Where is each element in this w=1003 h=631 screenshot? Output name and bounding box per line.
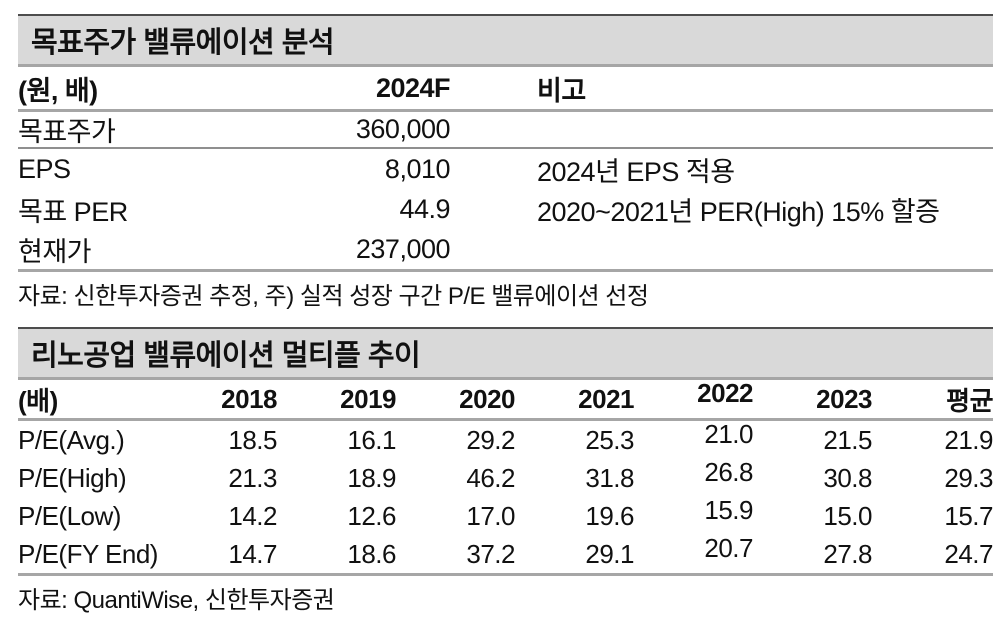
table2-header-unit: (배) <box>18 385 58 416</box>
cell-value: 27.8 <box>823 538 872 569</box>
cell-value: 21.5 <box>823 424 872 455</box>
cell-value: 237,000 <box>355 233 451 264</box>
source-text: 자료: 신한투자증권 추정, 주) 실적 성장 구간 P/E 밸류에이션 선정 <box>18 282 649 310</box>
row-note: 2020~2021년 PER(High) 15% 할증 <box>537 196 940 227</box>
table1-source-note: 자료: 신한투자증권 추정, 주) 실적 성장 구간 P/E 밸류에이션 선정 <box>18 278 993 310</box>
cell-value: 31.8 <box>585 462 634 493</box>
divider <box>18 64 993 67</box>
table-row: 목표주가 360,000 <box>18 112 993 149</box>
table2-header-average: 평균 <box>946 385 993 416</box>
source-text: 자료: QuantiWise, 신한투자증권 <box>18 586 335 614</box>
table2-header-year: 2018 <box>221 383 277 414</box>
cell-value: 12.6 <box>347 500 396 531</box>
cell-value: 30.8 <box>823 462 872 493</box>
table2-header-year: 2023 <box>816 383 872 414</box>
cell-value: 360,000 <box>355 114 451 144</box>
cell-value: 15.0 <box>823 500 872 531</box>
table-row: P/E(Low) 14.2 12.6 17.0 19.6 15.9 15.0 1… <box>18 494 994 535</box>
cell-value: 20.7 <box>704 532 753 563</box>
table1-title: 목표주가 밸류에이션 분석 <box>31 27 335 59</box>
cell-value: 25.3 <box>585 424 634 455</box>
row-label: 목표 PER <box>18 196 128 227</box>
row-label: P/E(Low) <box>18 500 121 531</box>
table-row: 목표 PER 44.9 2020~2021년 PER(High) 15% 할증 <box>18 189 993 229</box>
cell-value: 16.1 <box>347 424 396 455</box>
table2-source-note: 자료: QuantiWise, 신한투자증권 <box>18 582 993 614</box>
report-page: 목표주가 밸류에이션 분석 (원, 배) 2024F 비고 목표주가 360,0… <box>18 14 994 614</box>
cell-value: 19.6 <box>585 500 634 531</box>
row-label: P/E(Avg.) <box>18 424 125 455</box>
cell-value: 8,010 <box>384 153 451 184</box>
table-row: EPS 8,010 2024년 EPS 적용 <box>18 149 993 189</box>
row-note: 2024년 EPS 적용 <box>537 156 735 187</box>
cell-value: 18.9 <box>347 462 396 493</box>
table2-header-year: 2021 <box>578 383 634 414</box>
table1-header-note: 비고 <box>537 75 586 106</box>
cell-value: 29.1 <box>585 538 634 569</box>
target-price-valuation-table: 목표주가 밸류에이션 분석 (원, 배) 2024F 비고 목표주가 360,0… <box>18 14 993 310</box>
cell-value: 18.6 <box>347 538 396 569</box>
cell-value: 17.0 <box>466 500 515 531</box>
divider <box>18 109 993 112</box>
row-label: 현재가 <box>18 236 92 267</box>
cell-value: 15.7 <box>944 500 993 531</box>
table1-title-bar: 목표주가 밸류에이션 분석 <box>18 14 993 64</box>
cell-value: 37.2 <box>466 538 515 569</box>
table2-title-bar: 리노공업 밸류에이션 멀티플 추이 <box>18 327 993 377</box>
divider <box>18 269 993 272</box>
cell-value: 44.9 <box>399 193 450 224</box>
table2-title: 리노공업 밸류에이션 멀티플 추이 <box>31 340 421 372</box>
cell-value: 21.9 <box>944 424 993 455</box>
table1-header-year: 2024F <box>375 72 451 103</box>
table2-header-year: 2022 <box>697 377 753 408</box>
cell-value: 14.2 <box>228 500 277 531</box>
table-row: P/E(High) 21.3 18.9 46.2 31.8 26.8 30.8 … <box>18 456 994 497</box>
cell-value: 15.9 <box>704 494 753 525</box>
table-row: P/E(FY End) 14.7 18.6 37.2 29.1 20.7 27.… <box>18 532 994 573</box>
cell-value: 14.7 <box>228 538 277 569</box>
table1-header-row: (원, 배) 2024F 비고 <box>18 67 993 109</box>
cell-value: 21.3 <box>228 462 277 493</box>
table2-header-year: 2019 <box>340 383 396 414</box>
table2-header-year: 2020 <box>459 383 515 414</box>
divider <box>18 573 993 576</box>
table-row: 현재가 237,000 <box>18 229 993 269</box>
cell-value: 26.8 <box>704 456 753 487</box>
cell-value: 29.3 <box>944 462 993 493</box>
cell-value: 24.7 <box>944 538 993 569</box>
row-label: 목표주가 <box>18 117 116 147</box>
cell-value: 46.2 <box>466 462 515 493</box>
row-label: P/E(High) <box>18 462 127 493</box>
table-row: P/E(Avg.) 18.5 16.1 29.2 25.3 21.0 21.5 … <box>18 418 994 459</box>
cell-value: 21.0 <box>704 418 753 449</box>
divider <box>18 418 993 421</box>
cell-value: 29.2 <box>466 424 515 455</box>
valuation-multiple-table: 리노공업 밸류에이션 멀티플 추이 (배) 2018 2019 2020 202… <box>18 327 994 614</box>
table1-header-unit: (원, 배) <box>18 75 98 106</box>
cell-value: 18.5 <box>228 424 277 455</box>
table2-header-row: (배) 2018 2019 2020 2021 2022 2023 평균 <box>18 377 994 418</box>
row-label: P/E(FY End) <box>18 538 158 569</box>
row-label: EPS <box>18 153 71 184</box>
divider <box>18 377 993 380</box>
